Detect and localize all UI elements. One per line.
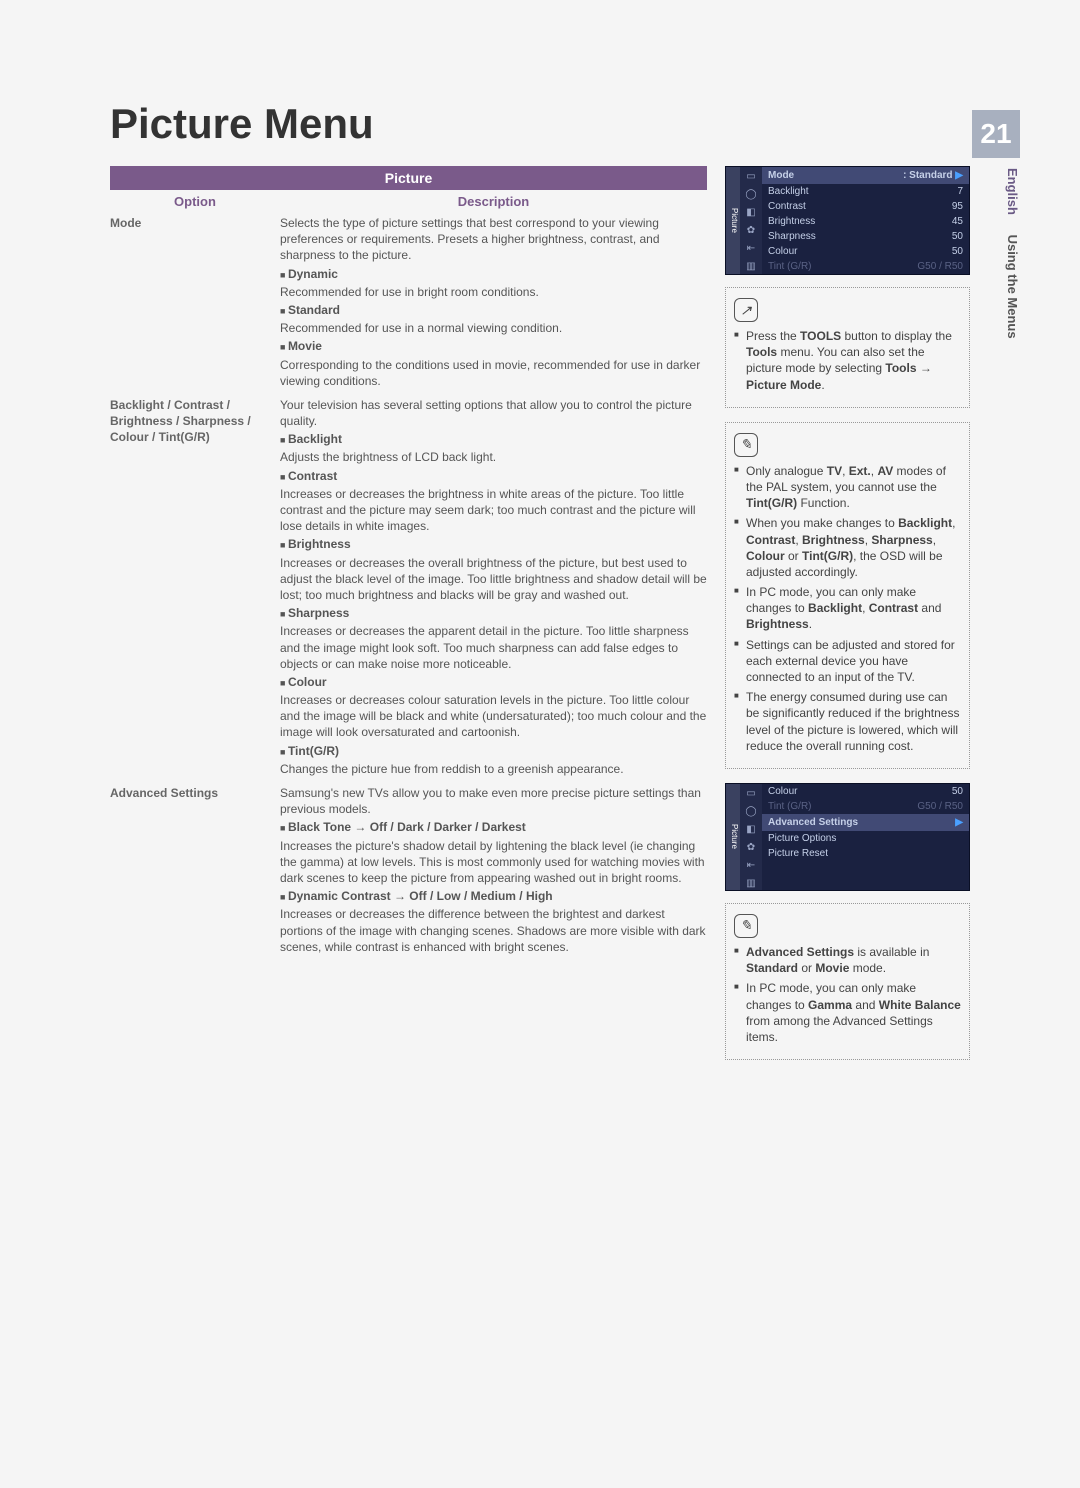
osd-row: Brightness45 (762, 214, 969, 229)
language-label: English (1005, 168, 1020, 215)
osd-tab: Picture (726, 784, 740, 890)
osd-icon-strip: ▭ ◯ ◧ ✿ ⇤ ▥ (740, 167, 762, 274)
note-tools: ↗ Press the TOOLS button to display the … (725, 287, 970, 408)
page-number: 21 (972, 110, 1020, 158)
option-label: Backlight / Contrast / Brightness / Shar… (110, 397, 280, 779)
speaker-icon: ◧ (745, 824, 757, 836)
gear-icon: ✿ (745, 842, 757, 854)
circle-icon: ◯ (745, 806, 757, 818)
osd-row: Picture Options (762, 831, 969, 846)
input-icon: ⇤ (745, 860, 757, 872)
osd-row: Contrast95 (762, 199, 969, 214)
right-arrow-icon: ▶ (955, 170, 963, 181)
side-label: English Using the Menus (1005, 168, 1020, 339)
osd-row: Backlight7 (762, 184, 969, 199)
table-row: Backlight / Contrast / Brightness / Shar… (110, 397, 707, 779)
gear-icon: ✿ (745, 225, 757, 237)
osd-preview-2: Picture ▭ ◯ ◧ ✿ ⇤ ▥ Colour50Tint (G/R)G5… (725, 783, 970, 891)
description-cell: Selects the type of picture settings tha… (280, 215, 707, 391)
description-cell: Your television has several setting opti… (280, 397, 707, 779)
section-label: Using the Menus (1005, 235, 1020, 339)
note-item: Only analogue TV, Ext., AV modes of the … (734, 463, 961, 512)
note-item: In PC mode, you can only make changes to… (734, 584, 961, 633)
note-info-1: ✎ Only analogue TV, Ext., AV modes of th… (725, 422, 970, 769)
note-item: Advanced Settings is available in Standa… (734, 944, 961, 976)
col-option: Option (110, 194, 280, 209)
col-description: Description (280, 194, 707, 209)
osd-row: Sharpness50 (762, 229, 969, 244)
table-subheader: Option Description (110, 190, 707, 215)
table-header: Picture (110, 166, 707, 190)
note-item: Press the TOOLS button to display the To… (734, 328, 961, 393)
app-icon: ▥ (745, 261, 757, 273)
right-arrow-icon: ▶ (955, 817, 963, 828)
osd-mode-label: Mode (768, 170, 794, 181)
osd-row: Tint (G/R)G50 / R50 (762, 259, 969, 274)
table-row: ModeSelects the type of picture settings… (110, 215, 707, 391)
speaker-icon: ◧ (745, 207, 757, 219)
osd-preview-1: Picture ▭ ◯ ◧ ✿ ⇤ ▥ Mode : Standard ▶ Ba… (725, 166, 970, 275)
description-cell: Samsung's new TVs allow you to make even… (280, 785, 707, 957)
osd-tab: Picture (726, 167, 740, 274)
osd-mode-value: : Standard (903, 170, 952, 181)
osd-row: Tint (G/R)G50 / R50 (762, 799, 969, 814)
osd-row: Colour50 (762, 784, 969, 799)
note-info-2: ✎ Advanced Settings is available in Stan… (725, 903, 970, 1060)
circle-icon: ◯ (745, 189, 757, 201)
pencil-icon: ✎ (734, 914, 758, 938)
tv-icon: ▭ (745, 788, 757, 800)
note-item: The energy consumed during use can be si… (734, 689, 961, 754)
page-title: Picture Menu (110, 100, 970, 148)
tools-icon: ↗ (734, 298, 758, 322)
note-item: Settings can be adjusted and stored for … (734, 637, 961, 686)
osd-row: Picture Reset (762, 846, 969, 861)
app-icon: ▥ (745, 878, 757, 890)
osd-row: Colour50 (762, 244, 969, 259)
option-label: Mode (110, 215, 280, 391)
note-item: When you make changes to Backlight, Cont… (734, 515, 961, 580)
input-icon: ⇤ (745, 243, 757, 255)
option-label: Advanced Settings (110, 785, 280, 957)
note-item: In PC mode, you can only make changes to… (734, 980, 961, 1045)
tv-icon: ▭ (745, 171, 757, 183)
osd-highlight: Advanced Settings (768, 817, 858, 828)
osd-icon-strip: ▭ ◯ ◧ ✿ ⇤ ▥ (740, 784, 762, 890)
main-table: Picture Option Description ModeSelects t… (110, 166, 707, 1074)
pencil-icon: ✎ (734, 433, 758, 457)
table-row: Advanced SettingsSamsung's new TVs allow… (110, 785, 707, 957)
